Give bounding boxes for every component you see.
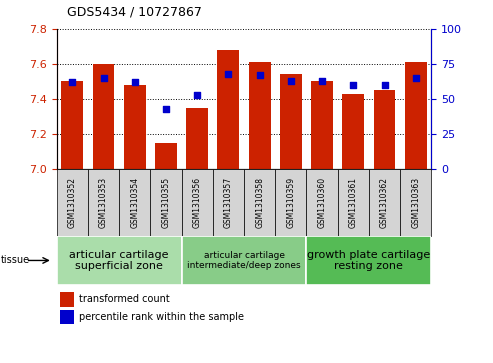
Text: GDS5434 / 10727867: GDS5434 / 10727867 (67, 5, 202, 18)
Point (131, 79, 139, 85)
Bar (280, 74, 302, 169)
Text: percentile rank within the sample: percentile rank within the sample (79, 312, 244, 322)
Bar (249, 62, 271, 169)
Bar (342, 94, 364, 169)
Bar (213, 169, 244, 236)
Text: GSM1310361: GSM1310361 (349, 177, 358, 228)
Text: GSM1310360: GSM1310360 (317, 177, 326, 228)
Bar (275, 169, 307, 236)
Text: GSM1310359: GSM1310359 (286, 177, 295, 228)
Point (162, 106, 170, 111)
Bar (307, 169, 338, 236)
Text: GSM1310363: GSM1310363 (411, 177, 420, 228)
Point (100, 75, 107, 81)
Point (193, 92, 201, 98)
Point (381, 82, 388, 88)
Bar (217, 50, 240, 169)
Point (287, 78, 295, 83)
Text: GSM1310355: GSM1310355 (162, 177, 171, 228)
Bar (369, 169, 400, 236)
Bar (88, 169, 119, 236)
Text: articular cartilage
intermediate/deep zones: articular cartilage intermediate/deep zo… (187, 251, 301, 270)
Bar (57, 169, 88, 236)
Bar (181, 169, 213, 236)
Bar (400, 169, 431, 236)
Text: GSM1310356: GSM1310356 (193, 177, 202, 228)
Text: GSM1310352: GSM1310352 (68, 177, 77, 228)
Point (318, 78, 326, 83)
Bar (124, 85, 145, 169)
Point (224, 71, 232, 77)
Bar (307, 236, 431, 285)
Point (350, 82, 357, 88)
Text: GSM1310362: GSM1310362 (380, 177, 389, 228)
Bar (311, 81, 333, 169)
Bar (150, 169, 181, 236)
Text: growth plate cartilage
resting zone: growth plate cartilage resting zone (307, 250, 430, 271)
Point (69, 79, 76, 85)
Bar (119, 169, 150, 236)
Bar (338, 169, 369, 236)
Bar (57, 236, 181, 285)
Text: GSM1310354: GSM1310354 (130, 177, 139, 228)
Text: tissue: tissue (1, 256, 30, 265)
Point (256, 72, 264, 78)
Bar (155, 143, 177, 169)
Bar (374, 90, 395, 169)
Bar (61, 292, 73, 307)
Bar (93, 64, 114, 169)
Bar (181, 236, 307, 285)
Text: GSM1310357: GSM1310357 (224, 177, 233, 228)
Bar (186, 108, 208, 169)
Text: transformed count: transformed count (79, 294, 170, 304)
Point (412, 75, 420, 81)
Text: GSM1310358: GSM1310358 (255, 177, 264, 228)
Bar (61, 310, 73, 325)
Bar (244, 169, 275, 236)
Text: GSM1310353: GSM1310353 (99, 177, 108, 228)
Text: articular cartilage
superficial zone: articular cartilage superficial zone (70, 250, 169, 271)
Bar (61, 81, 83, 169)
Bar (405, 62, 427, 169)
